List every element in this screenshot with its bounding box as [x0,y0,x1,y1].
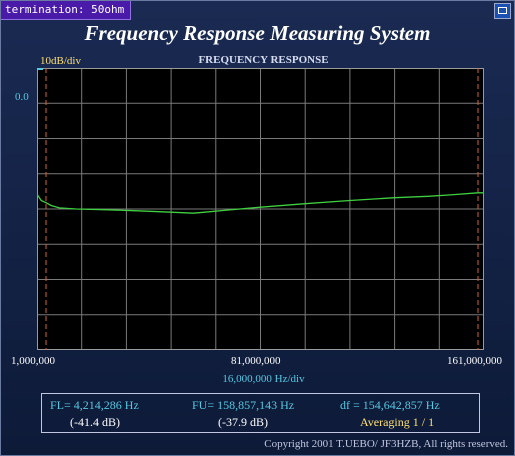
y-scale-label: 10dB/div [40,55,81,67]
page-title: Frequency Response Measuring System [84,21,431,45]
averaging-readout: Averaging 1 / 1 [360,415,435,429]
x-tick-label-start: 1,000,000 [11,355,55,367]
readout-panel: FL= 4,214,286 Hz FU= 158,857,143 Hz df =… [41,393,480,433]
response-trace-line [37,192,484,214]
fl-readout: FL= 4,214,286 Hz [50,398,139,412]
frequency-plot[interactable] [37,68,484,350]
fu-readout: FU= 158,857,143 Hz [192,398,295,412]
chart-subtitle: FREQUENCY RESPONSE [198,54,329,66]
fl-db-readout: (-41.4 dB) [70,415,120,429]
df-readout: df = 154,642,857 Hz [340,398,440,412]
termination-tab[interactable]: termination: 50ohm [1,1,132,20]
copyright-text: Copyright 2001 T.UEBO/ JF3HZB, All right… [264,438,508,450]
fu-db-readout: (-37.9 dB) [218,415,268,429]
x-scale-label: 16,000,000 Hz/div [222,373,305,385]
x-tick-label-center: 81,000,000 [231,355,281,367]
x-tick-label-end: 161,000,000 [447,355,502,367]
plot-border [37,68,484,350]
window-restore-icon[interactable] [494,3,511,19]
ref-level-label: 0.0 [15,91,29,103]
